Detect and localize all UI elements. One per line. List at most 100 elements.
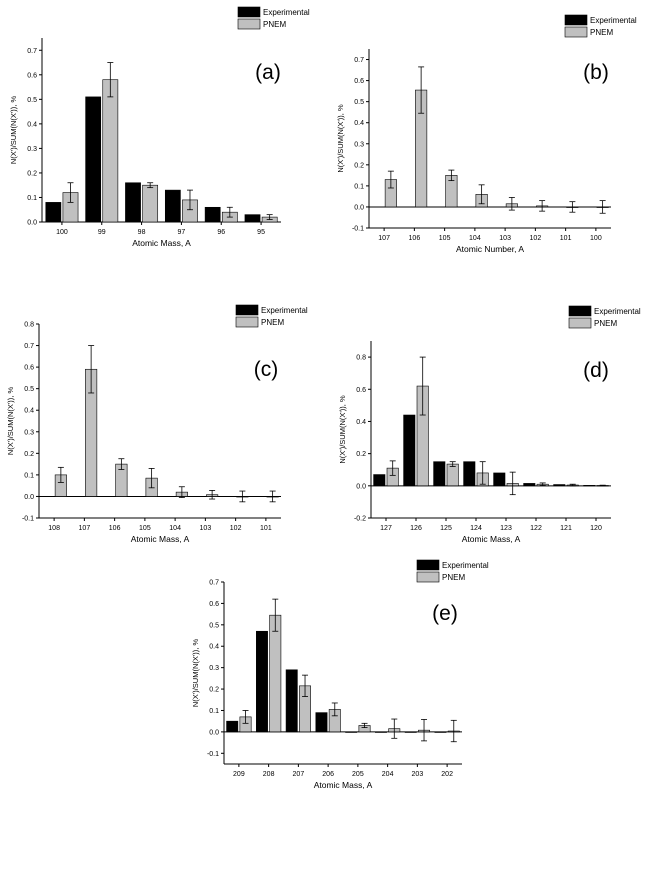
x-tick-label: 209: [233, 771, 245, 778]
x-tick-label: 124: [470, 525, 482, 532]
y-tick-label: 0.3: [209, 665, 219, 672]
y-tick-label: 0.5: [354, 99, 364, 106]
legend-swatch-pnem: [235, 316, 259, 328]
y-axis-label: N(X')/SUM(N(X')), %: [338, 395, 347, 464]
panel-label: (a): [255, 61, 281, 84]
y-tick-label: 0.2: [354, 162, 364, 169]
x-tick-label: 102: [530, 235, 542, 242]
x-tick-label: 121: [560, 525, 572, 532]
legend: Experimental PNEM: [416, 559, 489, 583]
x-tick-label: 208: [263, 771, 275, 778]
y-tick-label: 0.7: [209, 580, 219, 587]
bar-experimental: [244, 214, 261, 223]
bar-experimental: [583, 485, 596, 487]
x-tick-label: 104: [169, 525, 181, 532]
bar-experimental: [403, 414, 416, 487]
legend-swatch-experimental: [568, 305, 592, 317]
legend-swatch-pnem: [568, 317, 592, 329]
panel-label: (c): [254, 358, 279, 381]
y-axis-label: N(X')/SUM(N(X')), %: [9, 96, 18, 165]
y-tick-label: 0.0: [356, 483, 366, 490]
y-tick-label: 0.5: [27, 97, 37, 104]
bar-pnem: [269, 614, 282, 733]
x-tick-label: 105: [139, 525, 151, 532]
x-tick-label: 101: [560, 235, 572, 242]
x-tick-label: 107: [378, 235, 390, 242]
y-tick-label: 0.3: [354, 141, 364, 148]
chart-panel-b: -0.1 0.0 0.1 0.2 0.3 0.4 0.5 0.6 0.7 107 106 105 104…: [336, 14, 637, 254]
legend-label: PNEM: [261, 318, 284, 327]
x-axis-label: Atomic Mass, A: [131, 534, 190, 544]
legend: Experimental PNEM: [568, 305, 641, 329]
x-tick-label: 127: [380, 525, 392, 532]
panel-label: (b): [583, 61, 609, 84]
bar-experimental: [315, 712, 328, 733]
panel-label: (e): [432, 602, 458, 625]
y-tick-label: -0.1: [352, 226, 364, 233]
x-tick-label: 100: [590, 235, 602, 242]
legend: Experimental PNEM: [237, 6, 310, 30]
bar-experimental: [434, 731, 447, 733]
x-tick-label: 122: [530, 525, 542, 532]
bar-experimental: [164, 189, 181, 223]
x-tick-label: 108: [48, 525, 60, 532]
y-tick-label: 0.0: [354, 204, 364, 211]
x-tick-label: 126: [410, 525, 422, 532]
y-tick-label: 0.1: [354, 183, 364, 190]
panel-label: (d): [583, 359, 609, 382]
bar-experimental: [85, 96, 102, 223]
y-tick-label: 0.0: [209, 729, 219, 736]
bar-experimental: [493, 472, 506, 487]
legend-swatch-pnem: [564, 26, 588, 38]
x-tick-label: 106: [409, 235, 421, 242]
chart-panel-e: -0.1 0.0 0.1 0.2 0.3 0.4 0.5 0.6 0.7 209 208 207 206…: [191, 559, 489, 790]
legend-label: PNEM: [263, 20, 286, 29]
y-tick-label: 0.4: [24, 408, 34, 415]
y-tick-label: 0.1: [27, 195, 37, 202]
y-tick-label: 0.4: [27, 121, 37, 128]
y-tick-label: 0.2: [209, 687, 219, 694]
bar-experimental: [45, 202, 62, 223]
legend-label: Experimental: [594, 307, 641, 316]
y-tick-label: 0.4: [209, 644, 219, 651]
y-tick-label: 0.5: [209, 622, 219, 629]
y-tick-label: 0.6: [354, 78, 364, 85]
y-tick-label: -0.2: [354, 516, 366, 523]
x-tick-label: 105: [439, 235, 451, 242]
legend-swatch-experimental: [235, 304, 259, 316]
legend: Experimental PNEM: [235, 304, 308, 328]
x-tick-label: 95: [257, 229, 265, 236]
x-tick-label: 101: [260, 525, 272, 532]
legend-swatch-pnem: [416, 571, 440, 583]
x-axis-label: Atomic Mass, A: [314, 780, 373, 790]
y-tick-label: 0.0: [27, 220, 37, 227]
y-tick-label: 0.1: [24, 472, 34, 479]
y-tick-label: 0.7: [27, 48, 37, 55]
y-tick-label: 0.5: [24, 386, 34, 393]
y-tick-label: 0.8: [24, 322, 34, 329]
x-tick-label: 206: [322, 771, 334, 778]
y-tick-label: 0.6: [356, 387, 366, 394]
y-tick-label: 0.3: [27, 146, 37, 153]
chart-panel-a: 0.0 0.1 0.2 0.3 0.4 0.5 0.6 0.7 100 99 98 97 96 95 Ato…: [9, 6, 310, 248]
legend-label: Experimental: [442, 561, 489, 570]
bar-experimental: [404, 731, 417, 733]
x-axis-label: Atomic Number, A: [456, 244, 524, 254]
bar-experimental: [256, 630, 268, 733]
bar-experimental: [226, 720, 239, 733]
x-tick-label: 204: [382, 771, 394, 778]
bar-experimental: [204, 206, 221, 223]
y-tick-label: -0.1: [22, 516, 34, 523]
x-tick-label: 103: [499, 235, 511, 242]
x-tick-label: 202: [441, 771, 453, 778]
x-tick-label: 205: [352, 771, 364, 778]
legend-label: Experimental: [261, 306, 308, 315]
legend-label: PNEM: [594, 319, 617, 328]
x-axis-label: Atomic Mass, A: [462, 534, 521, 544]
legend: Experimental PNEM: [564, 14, 637, 38]
chart-panel-d: -0.2 0.0 0.2 0.4 0.6 0.8 127 126 125 124 123 122 121…: [338, 305, 641, 544]
x-tick-label: 100: [56, 229, 68, 236]
x-tick-label: 104: [469, 235, 481, 242]
legend-swatch-pnem: [237, 18, 261, 30]
